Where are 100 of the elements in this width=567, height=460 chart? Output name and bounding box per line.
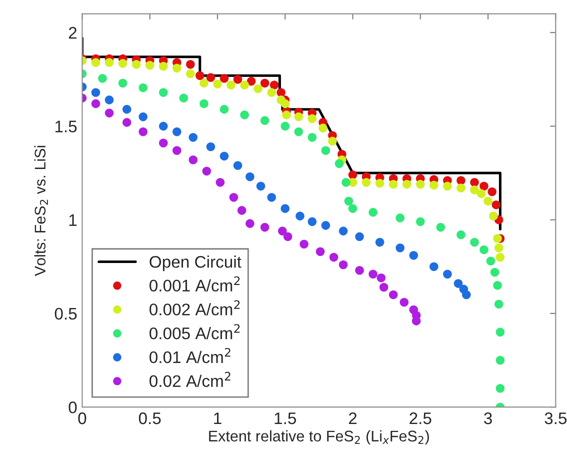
legend-label: 0.005 A/cm$^{2}$ xyxy=(150,324,240,340)
point xyxy=(158,88,168,97)
point xyxy=(158,122,168,131)
point xyxy=(158,138,168,148)
point xyxy=(122,118,132,127)
point xyxy=(276,88,286,97)
y-axis-title: Volts: FeS$_{2}$ vs. LiSi xyxy=(34,146,48,276)
x-tick-label: 0 xyxy=(78,412,86,424)
point xyxy=(282,110,291,120)
point xyxy=(283,232,292,242)
point xyxy=(158,62,168,71)
point xyxy=(91,99,100,108)
point xyxy=(172,146,182,155)
point xyxy=(98,74,107,83)
point xyxy=(396,214,404,222)
point xyxy=(240,80,249,90)
point xyxy=(104,108,114,118)
point xyxy=(492,200,501,210)
point xyxy=(362,178,371,187)
point xyxy=(456,184,466,192)
point xyxy=(416,180,425,189)
point xyxy=(246,172,254,182)
x-axis-title: Extent relative to FeS$_{2}$ (Li$_{x}$FeS$_{2}$) xyxy=(209,430,429,445)
point xyxy=(91,88,100,97)
point xyxy=(202,166,212,176)
point xyxy=(216,178,225,187)
y-tick-label: 2 xyxy=(68,26,77,39)
point xyxy=(494,300,504,308)
point xyxy=(388,290,398,300)
y-tick-label: 1.5 xyxy=(55,120,77,132)
point xyxy=(132,60,141,69)
point xyxy=(480,182,488,190)
point xyxy=(233,74,242,84)
point xyxy=(496,384,505,393)
point xyxy=(213,80,222,88)
point xyxy=(256,182,266,190)
point xyxy=(318,124,328,132)
point xyxy=(145,60,154,70)
point xyxy=(416,217,425,226)
point xyxy=(294,127,304,136)
point xyxy=(200,78,208,88)
point xyxy=(454,279,463,288)
point xyxy=(488,187,496,196)
legend-label: Open Circuit xyxy=(150,256,242,272)
point xyxy=(476,189,486,198)
x-tick-label: 3 xyxy=(484,412,492,424)
point xyxy=(280,204,290,213)
point xyxy=(462,290,471,300)
point xyxy=(470,185,479,194)
point xyxy=(334,159,344,168)
point xyxy=(267,192,276,202)
x-tick-label: 1 xyxy=(214,412,222,424)
point xyxy=(196,71,204,80)
point xyxy=(400,298,409,307)
x-tick-label: 2.5 xyxy=(410,412,432,424)
point xyxy=(240,110,249,120)
point xyxy=(138,83,148,92)
y-tick-label: 0.5 xyxy=(54,308,77,320)
point xyxy=(104,58,114,67)
point xyxy=(220,74,229,83)
point xyxy=(246,219,254,228)
point xyxy=(493,234,502,243)
point xyxy=(493,280,502,290)
point xyxy=(294,112,304,122)
point xyxy=(260,78,270,88)
point xyxy=(436,222,446,232)
point xyxy=(188,155,198,164)
point xyxy=(489,212,498,220)
point xyxy=(484,196,492,206)
point xyxy=(233,161,242,170)
x-tick-label: 2 xyxy=(348,412,357,424)
point xyxy=(260,116,270,125)
point xyxy=(172,127,182,136)
point xyxy=(118,59,128,68)
point xyxy=(496,328,505,337)
point xyxy=(496,356,505,365)
point xyxy=(338,226,348,236)
point xyxy=(226,80,236,90)
point xyxy=(246,76,256,86)
point xyxy=(200,99,208,108)
point xyxy=(206,142,216,152)
point xyxy=(409,251,418,260)
legend-label: 0.001 A/cm$^{2}$ xyxy=(150,276,240,292)
y-tick-label: 1 xyxy=(69,214,77,226)
point xyxy=(321,146,330,155)
point xyxy=(375,178,384,188)
point xyxy=(348,204,358,213)
point xyxy=(254,84,262,94)
point xyxy=(104,96,114,104)
point xyxy=(280,122,290,131)
point xyxy=(494,244,504,252)
legend-label: 0.02 A/cm$^{2}$ xyxy=(150,372,230,388)
point xyxy=(308,114,317,124)
point xyxy=(280,99,290,108)
point xyxy=(486,256,496,266)
point xyxy=(220,104,229,114)
point xyxy=(470,238,479,247)
point xyxy=(270,80,279,90)
point xyxy=(496,252,505,262)
point xyxy=(375,238,384,247)
